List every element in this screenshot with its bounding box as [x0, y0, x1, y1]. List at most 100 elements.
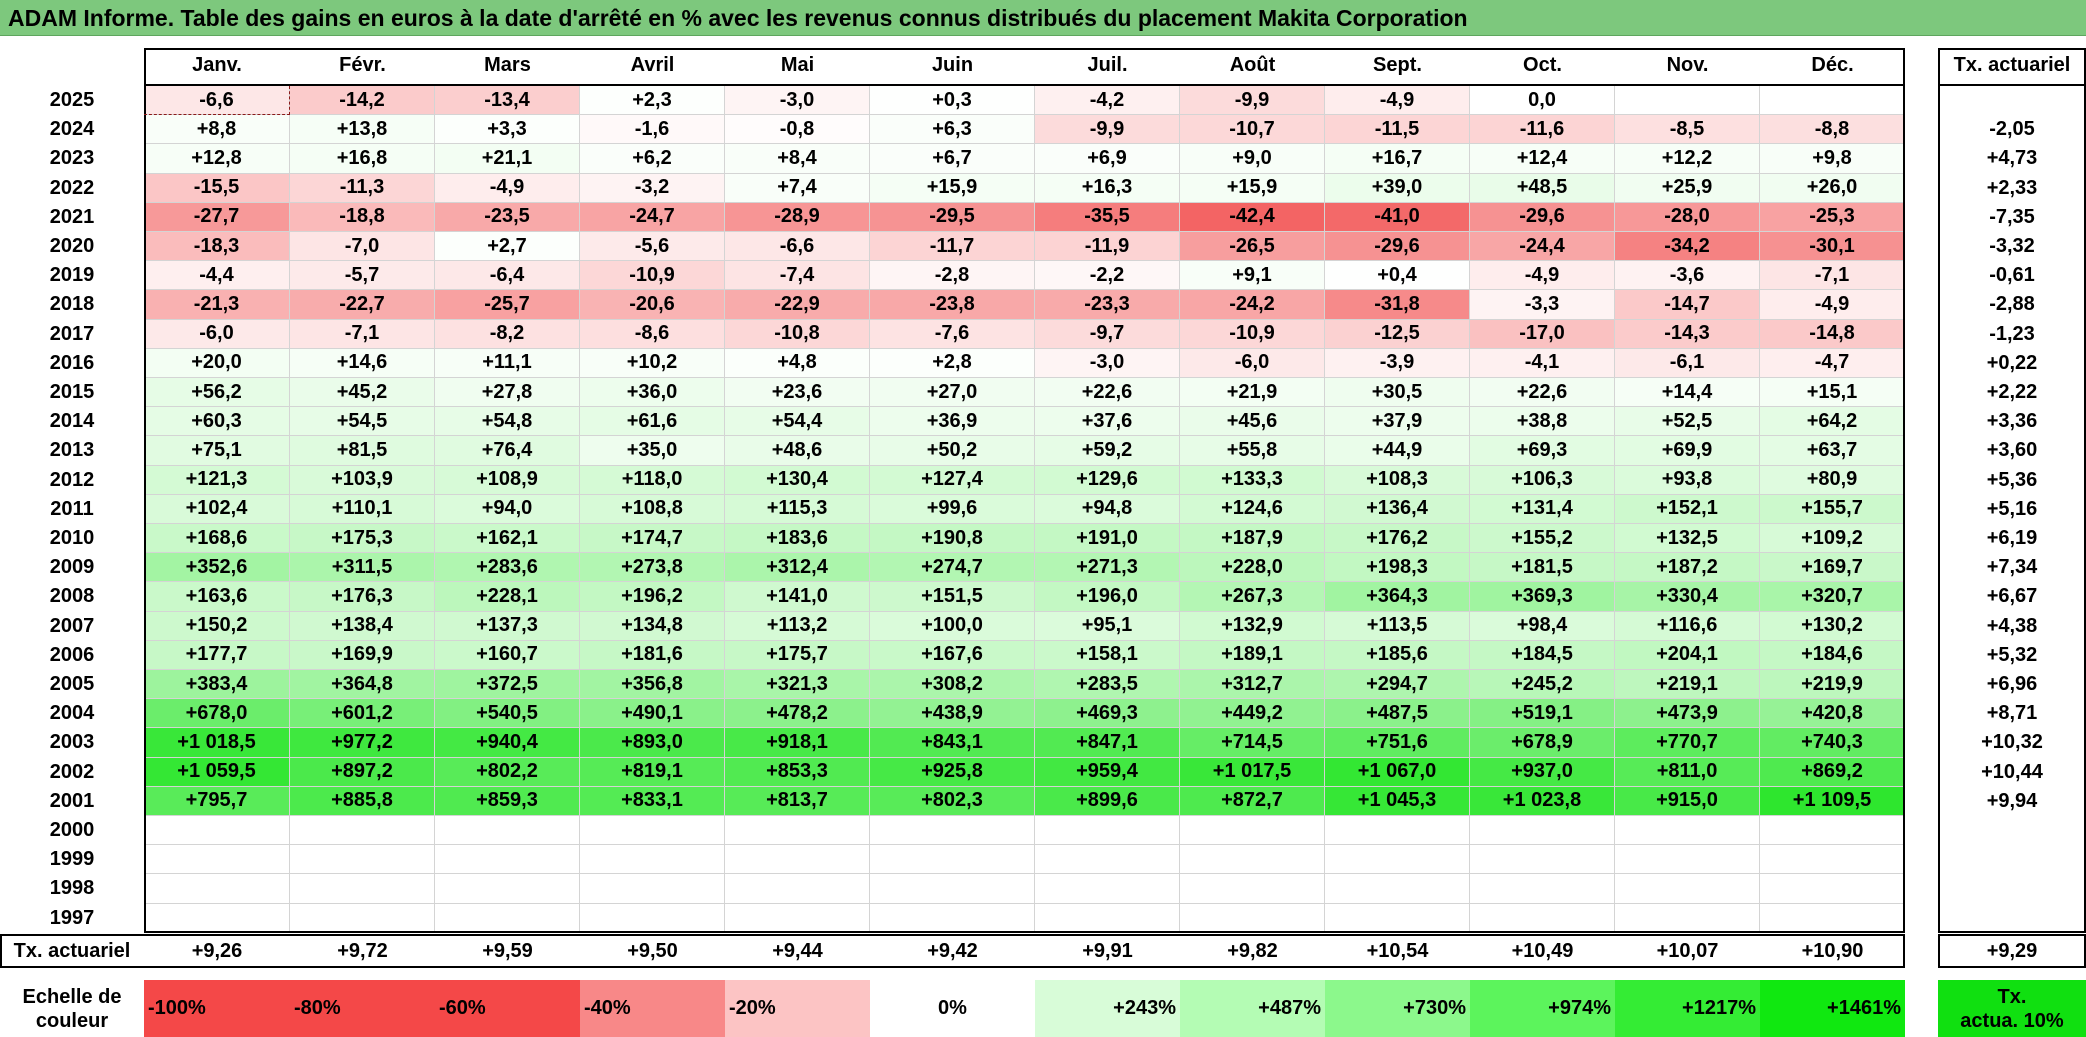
- gain-cell: +109,2: [1760, 524, 1905, 554]
- gain-cell: [725, 845, 870, 875]
- gain-cell: [435, 845, 580, 875]
- gain-cell: +35,0: [580, 436, 725, 466]
- gain-cell: +369,3: [1470, 582, 1615, 612]
- gain-cell: +121,3: [144, 465, 290, 495]
- gain-cell: +54,8: [435, 407, 580, 437]
- gain-cell: +196,2: [580, 582, 725, 612]
- gain-cell: -2,2: [1035, 261, 1180, 291]
- gain-cell: [1035, 845, 1180, 875]
- footer-rate-cell: +9,26: [191, 939, 243, 962]
- gain-cell: +15,9: [870, 173, 1035, 203]
- annual-rate-cell: -2,05: [1989, 118, 2035, 141]
- gain-cell: [1180, 903, 1325, 933]
- gain-cell: +167,6: [870, 640, 1035, 670]
- footer-overall-rate: +9,29: [1986, 939, 2038, 962]
- footer-rate-cell: +9,72: [337, 939, 388, 962]
- gain-cell: +12,8: [144, 144, 290, 174]
- gain-cell: +44,9: [1325, 436, 1470, 466]
- gain-cell: [290, 816, 435, 846]
- gain-cell: -11,5: [1325, 115, 1470, 145]
- gain-cell: +23,6: [725, 378, 870, 408]
- gain-cell: +137,3: [435, 611, 580, 641]
- gain-cell: +100,0: [870, 611, 1035, 641]
- gain-cell: +601,2: [290, 699, 435, 729]
- year-label: 2006: [49, 643, 95, 666]
- gain-cell: +150,2: [144, 611, 290, 641]
- gain-cell: [725, 903, 870, 933]
- gain-cell: +75,1: [144, 436, 290, 466]
- gain-cell: +811,0: [1615, 757, 1760, 787]
- month-header: Sept.: [1373, 54, 1422, 76]
- gain-cell: -4,9: [1325, 86, 1470, 116]
- gain-cell: +132,5: [1615, 524, 1760, 554]
- color-scale-item: 0%: [870, 980, 1035, 1037]
- gain-cell: +219,1: [1615, 670, 1760, 700]
- gain-cell: -7,6: [870, 319, 1035, 349]
- gain-cell: +196,0: [1035, 582, 1180, 612]
- gain-cell: +802,3: [870, 786, 1035, 816]
- year-label: 2007: [49, 614, 95, 637]
- gain-cell: -13,4: [435, 86, 580, 116]
- gain-cell: +16,7: [1325, 144, 1470, 174]
- gain-cell: -6,1: [1615, 348, 1760, 378]
- year-label: 2008: [49, 585, 95, 608]
- gain-cell: +9,8: [1760, 144, 1905, 174]
- gain-cell: +847,1: [1035, 728, 1180, 758]
- month-header: Janv.: [192, 54, 242, 76]
- color-scale-item: +730%: [1325, 980, 1470, 1037]
- gain-cell: [144, 874, 290, 904]
- annual-rate-cell: [1938, 816, 2086, 845]
- month-header: Mars: [484, 54, 531, 76]
- gain-cell: +151,5: [870, 582, 1035, 612]
- gain-cell: +843,1: [870, 728, 1035, 758]
- gain-cell: -22,9: [725, 290, 870, 320]
- gain-cell: [144, 816, 290, 846]
- gain-cell: [1615, 816, 1760, 846]
- gain-cell: +64,2: [1760, 407, 1905, 437]
- gain-cell: -6,6: [725, 232, 870, 262]
- month-header: Août: [1229, 54, 1276, 76]
- month-header: Juil.: [1087, 54, 1128, 76]
- year-label: 2018: [49, 293, 95, 316]
- gain-cell: -10,9: [1180, 319, 1325, 349]
- gain-cell: +6,7: [870, 144, 1035, 174]
- gain-cell: +977,2: [290, 728, 435, 758]
- gain-cell: +469,3: [1035, 699, 1180, 729]
- gain-cell: [1470, 845, 1615, 875]
- report-title: ADAM Informe. Table des gains en euros à…: [0, 0, 2086, 36]
- gain-cell: -2,8: [870, 261, 1035, 291]
- gain-cell: +160,7: [435, 640, 580, 670]
- rate-header-divider: [1938, 84, 2086, 86]
- annual-rate-cell: -3,32: [1989, 235, 2035, 258]
- color-scale-item: +1217%: [1615, 980, 1760, 1037]
- gain-cell: +169,7: [1760, 553, 1905, 583]
- footer-label: Tx. actuariel: [13, 939, 131, 962]
- gain-cell: -15,5: [144, 173, 290, 203]
- gain-cell: +8,8: [144, 115, 290, 145]
- gain-cell: +94,8: [1035, 494, 1180, 524]
- gain-cell: +383,4: [144, 670, 290, 700]
- gain-cell: +184,5: [1470, 640, 1615, 670]
- gain-cell: -24,4: [1470, 232, 1615, 262]
- gain-cell: -26,5: [1180, 232, 1325, 262]
- annual-rate-cell: +10,44: [1981, 760, 2043, 783]
- gain-cell: [435, 874, 580, 904]
- gain-cell: +115,3: [725, 494, 870, 524]
- footer-rate-cell: +10,07: [1656, 939, 1719, 962]
- gain-cell: +189,1: [1180, 640, 1325, 670]
- color-scale-item: -20%: [725, 980, 870, 1037]
- gain-cell: +321,3: [725, 670, 870, 700]
- gain-cell: [1615, 845, 1760, 875]
- gain-cell: +176,3: [290, 582, 435, 612]
- gain-cell: [580, 903, 725, 933]
- gain-cell: -24,2: [1180, 290, 1325, 320]
- gain-cell: +174,7: [580, 524, 725, 554]
- gain-cell: +10,2: [580, 348, 725, 378]
- gain-cell: +36,0: [580, 378, 725, 408]
- gain-cell: +81,5: [290, 436, 435, 466]
- year-label: 2015: [49, 381, 95, 404]
- gain-cell: +175,3: [290, 524, 435, 554]
- annual-rate-cell: -7,35: [1989, 205, 2035, 228]
- gain-cell: [1760, 816, 1905, 846]
- gain-cell: [1325, 903, 1470, 933]
